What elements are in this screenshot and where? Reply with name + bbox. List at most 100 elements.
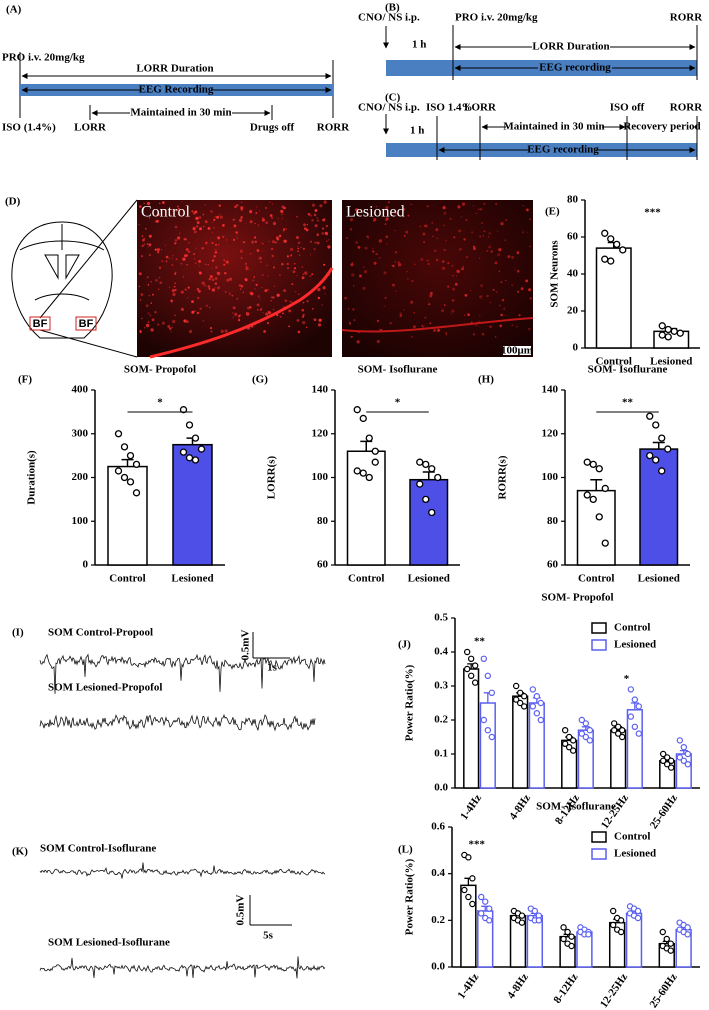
speckle	[205, 263, 207, 265]
data-point	[684, 761, 692, 768]
speckle	[344, 296, 347, 300]
speckle	[314, 319, 317, 321]
speckle	[167, 325, 171, 328]
data-point	[463, 648, 471, 656]
speckle	[317, 288, 321, 292]
speckle	[186, 263, 189, 266]
x-tick-label: Control	[596, 356, 632, 368]
speckle	[240, 201, 243, 203]
speckle	[203, 225, 205, 228]
speckle	[435, 228, 439, 232]
speckle	[511, 256, 514, 259]
speckle	[411, 335, 414, 338]
speckle	[187, 286, 190, 289]
speckle	[222, 224, 225, 227]
speckle	[321, 232, 325, 235]
speckle	[297, 250, 299, 253]
speckle	[295, 236, 299, 239]
data-point	[627, 686, 635, 693]
speckle	[257, 295, 260, 298]
speckle	[234, 205, 237, 209]
speckle	[310, 240, 312, 243]
speckle	[162, 321, 165, 325]
error-bar	[590, 478, 603, 491]
y-tick-label: 20	[567, 305, 579, 317]
speckle	[261, 274, 264, 276]
speckle	[233, 238, 236, 241]
speckle	[293, 267, 297, 270]
speckle	[385, 235, 389, 239]
speckle	[424, 224, 428, 228]
speckle	[238, 318, 240, 321]
duration-label: LORR Duration	[136, 63, 213, 75]
speckle	[271, 254, 274, 258]
speckle	[271, 247, 274, 250]
speckle	[427, 300, 429, 302]
speckle	[429, 322, 432, 325]
speckle	[499, 324, 503, 328]
speckle	[397, 261, 400, 264]
data-point	[667, 757, 675, 765]
speckle	[232, 218, 235, 221]
speckle	[351, 273, 355, 277]
speckle	[378, 239, 383, 243]
speckle	[207, 264, 209, 266]
speckle	[218, 204, 221, 207]
speckle	[529, 297, 532, 300]
speckle	[213, 218, 216, 221]
chart-title: SOM- Propofol	[541, 592, 613, 604]
speckle	[147, 321, 150, 323]
speckle	[150, 328, 154, 332]
speckle	[180, 262, 183, 265]
bar	[595, 247, 632, 349]
speckle	[191, 310, 195, 314]
speckle	[465, 218, 468, 221]
speckle	[453, 236, 456, 239]
speckle	[232, 312, 234, 314]
data-point	[646, 451, 654, 460]
speckle	[185, 238, 187, 241]
speckle	[280, 209, 284, 213]
speckle	[216, 215, 220, 219]
data-point	[132, 489, 141, 497]
speckle	[172, 319, 176, 324]
data-point	[569, 737, 577, 744]
speckle	[322, 286, 326, 290]
speckle	[205, 241, 208, 244]
significance-label: **	[474, 636, 486, 648]
speckle	[214, 215, 216, 218]
speckle	[154, 311, 157, 314]
data-point	[568, 933, 575, 940]
speckle	[323, 200, 327, 204]
data-point	[618, 733, 626, 741]
speckle	[156, 213, 161, 217]
speckle	[297, 247, 299, 250]
speckle	[501, 299, 505, 302]
speckle	[325, 233, 329, 236]
speckle	[242, 241, 245, 244]
speckle	[265, 221, 269, 225]
speckle	[140, 293, 144, 296]
data-point	[663, 935, 670, 943]
speckle	[158, 288, 160, 290]
x-tick-label: Control	[109, 573, 145, 585]
panel-label: (D)	[5, 196, 21, 208]
data-point	[353, 406, 361, 414]
speckle	[292, 270, 296, 274]
speckle	[260, 261, 262, 263]
speckle	[261, 286, 263, 288]
data-point	[478, 910, 485, 917]
data-point	[659, 928, 666, 936]
speckle	[325, 224, 328, 228]
data-point	[607, 235, 615, 243]
data-point	[586, 737, 594, 744]
speckle	[189, 329, 193, 334]
speckle	[492, 288, 495, 291]
speckle	[240, 206, 244, 210]
eeg-trace	[39, 956, 326, 979]
y-tick-label: 0.4	[434, 646, 448, 658]
x-tick-label: 25-60Hz	[647, 971, 679, 1010]
data-point	[359, 469, 367, 477]
panel-label: (E)	[545, 206, 560, 218]
speckle	[465, 255, 469, 259]
